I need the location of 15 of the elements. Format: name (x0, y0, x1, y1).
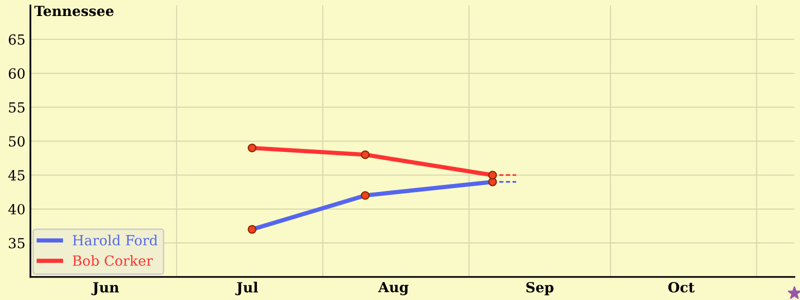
y-tick-label: 35 (8, 238, 24, 248)
y-tick-label: 45 (8, 170, 24, 181)
x-tick-label: Jul (235, 282, 258, 296)
legend-label: Harold Ford (72, 234, 158, 246)
y-tick-label: 50 (9, 136, 25, 147)
y-tick-label: 60 (8, 68, 25, 79)
y-tick-label: 55 (9, 102, 24, 113)
y-tick-label: 65 (8, 34, 24, 45)
y-tick-label: 40 (8, 204, 25, 214)
x-tick-label: Jun (91, 282, 119, 296)
x-tick-label: Oct (668, 282, 695, 293)
x-tick-label: Sep (526, 282, 554, 296)
x-tick-label: Aug (378, 282, 409, 296)
chart-title: Tennessee (34, 6, 114, 16)
legend-label: Bob Corker (72, 255, 153, 266)
